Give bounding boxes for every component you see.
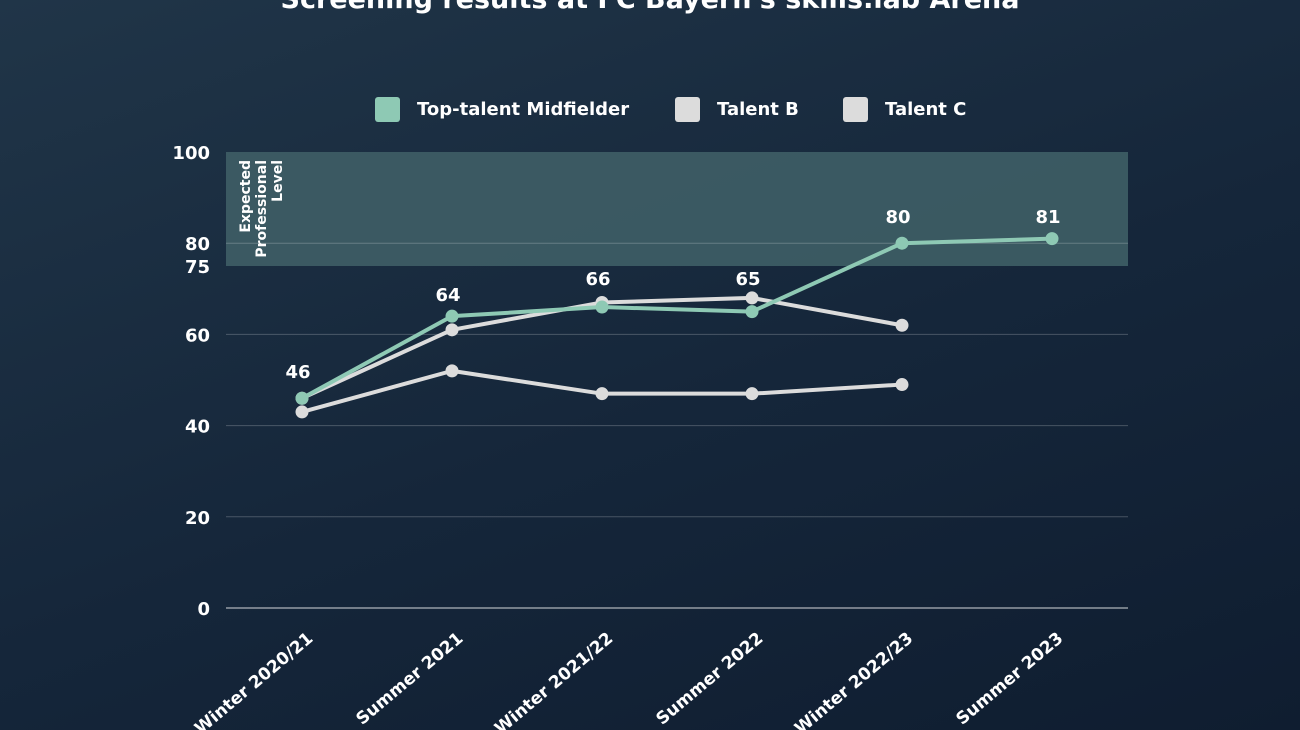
data-point — [745, 291, 759, 305]
data-point — [895, 236, 909, 250]
y-tick-label: 60 — [185, 325, 210, 346]
expected-level-band — [226, 152, 1128, 266]
data-label: 65 — [735, 269, 760, 290]
data-label: 46 — [285, 362, 310, 383]
x-category-label: Summer 2023 — [953, 629, 1068, 730]
data-point — [295, 405, 309, 419]
data-point — [595, 387, 609, 401]
legend-swatch — [843, 97, 868, 122]
data-label: 81 — [1035, 207, 1060, 228]
data-point — [445, 323, 459, 337]
data-label: 66 — [585, 269, 610, 290]
data-point — [745, 387, 759, 401]
data-point — [445, 309, 459, 323]
legend-swatch — [675, 97, 700, 122]
y-tick-label: 75 — [185, 257, 210, 278]
x-category-label: Winter 2020/21 — [191, 629, 317, 730]
x-category-label: Summer 2021 — [353, 629, 468, 730]
band-label-line: Professional — [254, 160, 270, 258]
legend-label: Talent C — [885, 99, 966, 120]
data-point — [895, 378, 909, 392]
y-tick-label: 100 — [172, 143, 210, 164]
data-label: 80 — [885, 207, 910, 228]
legend-label: Talent B — [717, 99, 799, 120]
x-category-label: Winter 2021/22 — [491, 629, 617, 730]
x-category-label: Winter 2022/23 — [791, 629, 917, 730]
data-point — [1045, 232, 1059, 246]
data-label: 64 — [435, 285, 460, 306]
y-tick-label: 0 — [197, 599, 210, 620]
band-label: ExpectedProfessionalLevel — [238, 160, 286, 258]
band-label-line: Level — [270, 160, 286, 202]
data-point — [445, 364, 459, 378]
series-line — [300, 236, 1054, 401]
data-point — [745, 305, 759, 319]
y-tick-label: 80 — [185, 234, 210, 255]
y-tick-label: 20 — [185, 508, 210, 529]
legend-label: Top-talent Midfielder — [417, 99, 629, 120]
y-tick-label: 40 — [185, 417, 210, 438]
data-point — [595, 300, 609, 314]
chart-title: Screening results at FC Bayern's skills.… — [281, 0, 1020, 15]
data-point — [295, 391, 309, 405]
data-point — [895, 318, 909, 332]
band-label-line: Expected — [238, 160, 254, 233]
x-category-label: Summer 2022 — [653, 629, 768, 730]
legend-swatch — [375, 97, 400, 122]
